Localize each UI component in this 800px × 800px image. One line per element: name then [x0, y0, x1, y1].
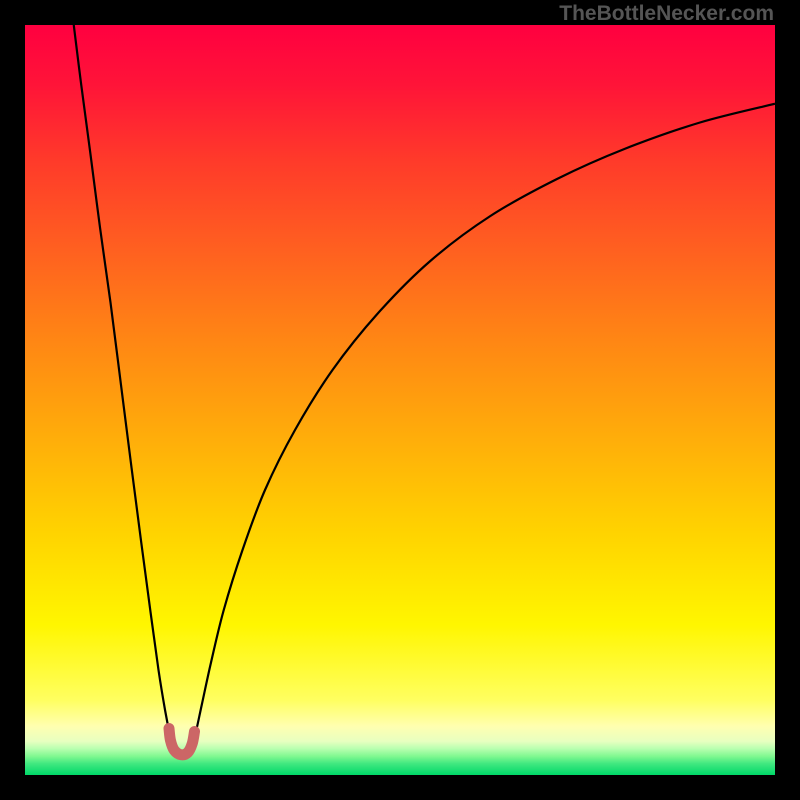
watermark-text: TheBottleNecker.com: [559, 2, 774, 26]
chart-outer-frame: TheBottleNecker.com: [0, 0, 800, 800]
plot-area: [25, 25, 775, 775]
gradient-background: [25, 25, 775, 775]
plot-svg: [25, 25, 775, 775]
